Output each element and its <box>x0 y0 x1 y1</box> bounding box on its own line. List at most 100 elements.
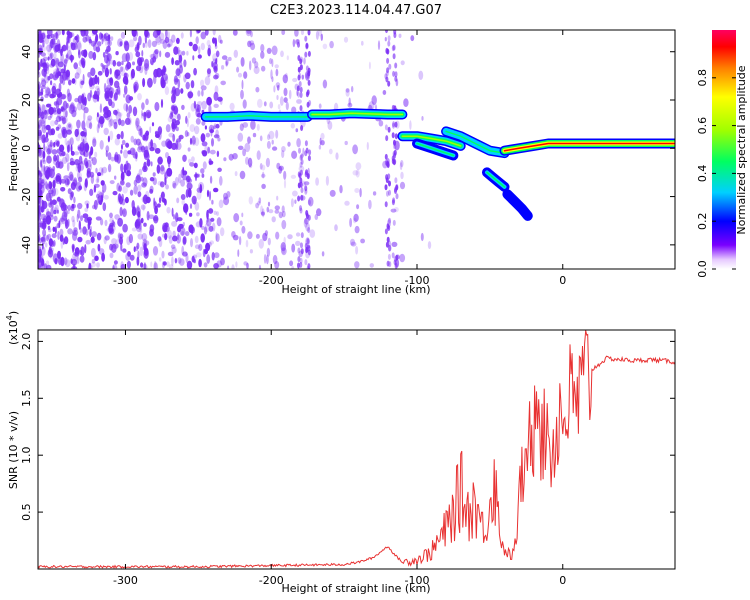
noise-speckle <box>193 67 198 76</box>
spectrogram-frame <box>37 29 676 270</box>
noise-speckle <box>195 30 200 35</box>
noise-speckle <box>53 154 58 162</box>
snr-y-multiplier: (x104) <box>5 311 20 345</box>
noise-speckle <box>117 112 123 117</box>
noise-speckle <box>50 120 56 127</box>
noise-speckle <box>180 194 186 200</box>
noise-speckle <box>294 30 299 37</box>
noise-speckle <box>366 141 369 151</box>
colorbar-tick-label: 0.4 <box>696 165 709 183</box>
noise-speckle <box>177 78 181 89</box>
noise-speckle <box>278 165 284 171</box>
noise-speckle <box>74 72 80 79</box>
noise-speckle <box>108 119 113 128</box>
noise-speckle <box>97 76 100 85</box>
noise-speckle <box>144 40 148 48</box>
noise-streak <box>299 207 303 214</box>
noise-speckle <box>99 103 102 113</box>
noise-speckle <box>62 118 66 125</box>
noise-speckle <box>344 200 350 206</box>
noise-speckle <box>78 176 83 183</box>
noise-speckle <box>79 255 85 263</box>
noise-speckle <box>158 257 162 262</box>
noise-speckle <box>152 172 156 177</box>
noise-speckle <box>206 39 211 47</box>
noise-speckle <box>176 197 180 204</box>
noise-speckle <box>103 82 107 93</box>
noise-speckle <box>76 162 79 169</box>
noise-speckle <box>399 162 403 171</box>
noise-speckle <box>44 109 47 115</box>
noise-speckle <box>41 124 47 134</box>
noise-speckle <box>38 194 41 205</box>
noise-speckle <box>94 74 98 85</box>
noise-speckle <box>85 239 91 245</box>
noise-streak <box>299 154 303 161</box>
noise-speckle <box>200 85 207 91</box>
noise-speckle <box>75 40 82 50</box>
noise-speckle <box>177 66 180 76</box>
noise-speckle <box>275 82 281 88</box>
noise-speckle <box>67 45 73 51</box>
noise-speckle <box>161 261 166 269</box>
noise-speckle <box>132 61 135 66</box>
noise-speckle <box>283 97 288 103</box>
noise-speckle <box>296 89 299 96</box>
noise-speckle <box>87 115 93 121</box>
noise-speckle <box>171 118 177 124</box>
noise-speckle <box>191 156 195 163</box>
noise-speckle <box>59 228 64 237</box>
noise-speckle <box>160 164 165 172</box>
noise-speckle <box>188 212 193 217</box>
noise-streak <box>391 252 395 259</box>
noise-speckle <box>173 46 179 55</box>
ridge-peak <box>506 193 529 217</box>
noise-speckle <box>83 127 87 138</box>
noise-streak <box>386 190 389 197</box>
noise-streak <box>307 214 311 221</box>
noise-speckle <box>344 140 348 146</box>
x-tick-label: -300 <box>113 274 138 287</box>
noise-streak <box>391 132 395 139</box>
noise-speckle <box>122 186 128 194</box>
spectrogram-x-ticks: -300 -200 -100 0 <box>113 30 566 287</box>
noise-speckle <box>52 107 57 113</box>
noise-speckle <box>90 67 96 77</box>
spectrum-ridge <box>502 189 533 221</box>
spectrogram-y-ticks: -40 -20 0 20 40 <box>20 45 675 254</box>
noise-speckle <box>112 60 117 67</box>
noise-speckle <box>43 142 46 152</box>
noise-streak <box>297 74 301 81</box>
noise-speckle <box>217 96 223 102</box>
noise-speckle <box>95 178 100 184</box>
noise-speckle <box>249 249 253 254</box>
noise-speckle <box>198 258 202 268</box>
noise-speckle <box>170 89 177 96</box>
noise-speckle <box>57 124 62 130</box>
y-tick-label: 2.0 <box>20 333 33 351</box>
noise-speckle <box>87 71 92 78</box>
noise-speckle <box>127 251 131 257</box>
noise-speckle <box>150 261 153 268</box>
noise-speckle <box>281 150 285 158</box>
noise-speckle <box>350 238 355 246</box>
noise-speckle <box>42 228 47 237</box>
noise-speckle <box>77 202 83 210</box>
noise-speckle <box>281 219 287 230</box>
noise-speckle <box>382 90 387 95</box>
noise-speckle <box>45 124 51 131</box>
noise-speckle <box>203 226 208 235</box>
noise-speckle <box>129 189 134 196</box>
noise-streak <box>384 124 388 131</box>
noise-streak <box>387 173 391 180</box>
noise-speckle <box>215 123 220 129</box>
noise-speckle <box>96 193 100 199</box>
noise-streak <box>395 193 399 200</box>
noise-streak <box>385 47 389 54</box>
noise-speckle <box>91 31 95 37</box>
noise-speckle <box>114 137 121 146</box>
noise-speckle <box>225 59 229 68</box>
noise-speckle <box>133 246 136 253</box>
noise-speckle <box>223 157 227 162</box>
noise-speckle <box>113 225 116 231</box>
